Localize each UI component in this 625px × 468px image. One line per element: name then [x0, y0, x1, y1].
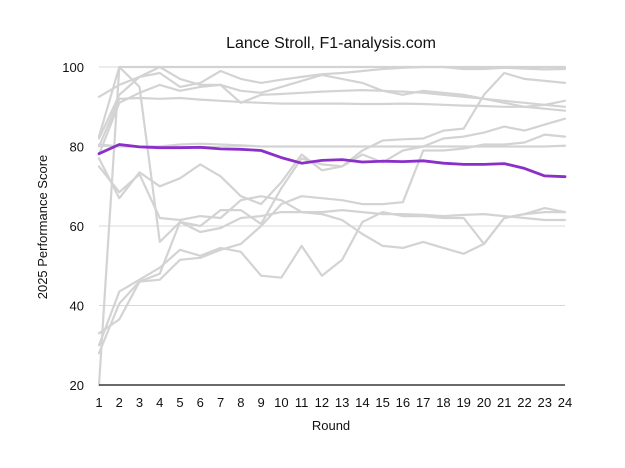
- y-tick-label: 20: [70, 378, 84, 393]
- x-tick-label: 12: [315, 395, 329, 410]
- x-tick-label: 2: [116, 395, 123, 410]
- x-tick-label: 3: [136, 395, 143, 410]
- x-tick-label: 1: [95, 395, 102, 410]
- x-tick-label: 15: [375, 395, 389, 410]
- x-tick-label: 23: [538, 395, 552, 410]
- background-series: [97, 65, 567, 387]
- y-tick-label: 100: [62, 60, 84, 75]
- y-axis-label: 2025 Performance Score: [35, 155, 50, 300]
- background-series-line-9: [97, 133, 567, 335]
- x-tick-label: 19: [456, 395, 470, 410]
- x-tick-label: 8: [237, 395, 244, 410]
- y-tick-labels: 20 40 60 80 100: [62, 60, 84, 393]
- x-tick-label: 18: [436, 395, 450, 410]
- x-tick-label: 14: [355, 395, 369, 410]
- x-tick-label: 4: [156, 395, 163, 410]
- background-series-line-4: [97, 83, 567, 156]
- y-tick-label: 40: [70, 299, 84, 314]
- background-series-line-8: [97, 165, 567, 222]
- x-tick-labels: 1 2 3 4 5 6 7 8 9 10 11 12 13 14 15 16 17 18 19 20 21 22 23 24: [95, 395, 572, 410]
- x-tick-label: 11: [295, 395, 309, 410]
- x-tick-label: 16: [396, 395, 410, 410]
- chart-title: Lance Stroll, F1-analysis.com: [226, 35, 436, 52]
- x-tick-label: 21: [497, 395, 511, 410]
- highlight-series-line: [97, 143, 567, 179]
- x-tick-label: 7: [217, 395, 224, 410]
- background-series-line-2: [97, 65, 567, 98]
- x-tick-label: 13: [335, 395, 349, 410]
- y-tick-label: 80: [70, 140, 84, 155]
- background-series-line-12: [97, 65, 567, 387]
- y-tick-label: 60: [70, 219, 84, 234]
- background-series-line-7: [97, 71, 567, 206]
- x-tick-label: 6: [197, 395, 204, 410]
- x-tick-label: 20: [477, 395, 491, 410]
- x-axis-label: Round: [312, 418, 350, 433]
- background-series-line-11: [97, 207, 567, 355]
- x-tick-label: 5: [176, 395, 183, 410]
- x-tick-label: 22: [517, 395, 531, 410]
- background-series-line-6: [97, 142, 567, 148]
- x-tick-label: 24: [558, 395, 572, 410]
- highlight-series: [97, 143, 567, 179]
- background-series-line-1: [97, 65, 567, 138]
- background-series-line-5: [97, 96, 567, 148]
- x-tick-label: 9: [257, 395, 264, 410]
- x-tick-label: 10: [274, 395, 288, 410]
- x-tick-label: 17: [416, 395, 430, 410]
